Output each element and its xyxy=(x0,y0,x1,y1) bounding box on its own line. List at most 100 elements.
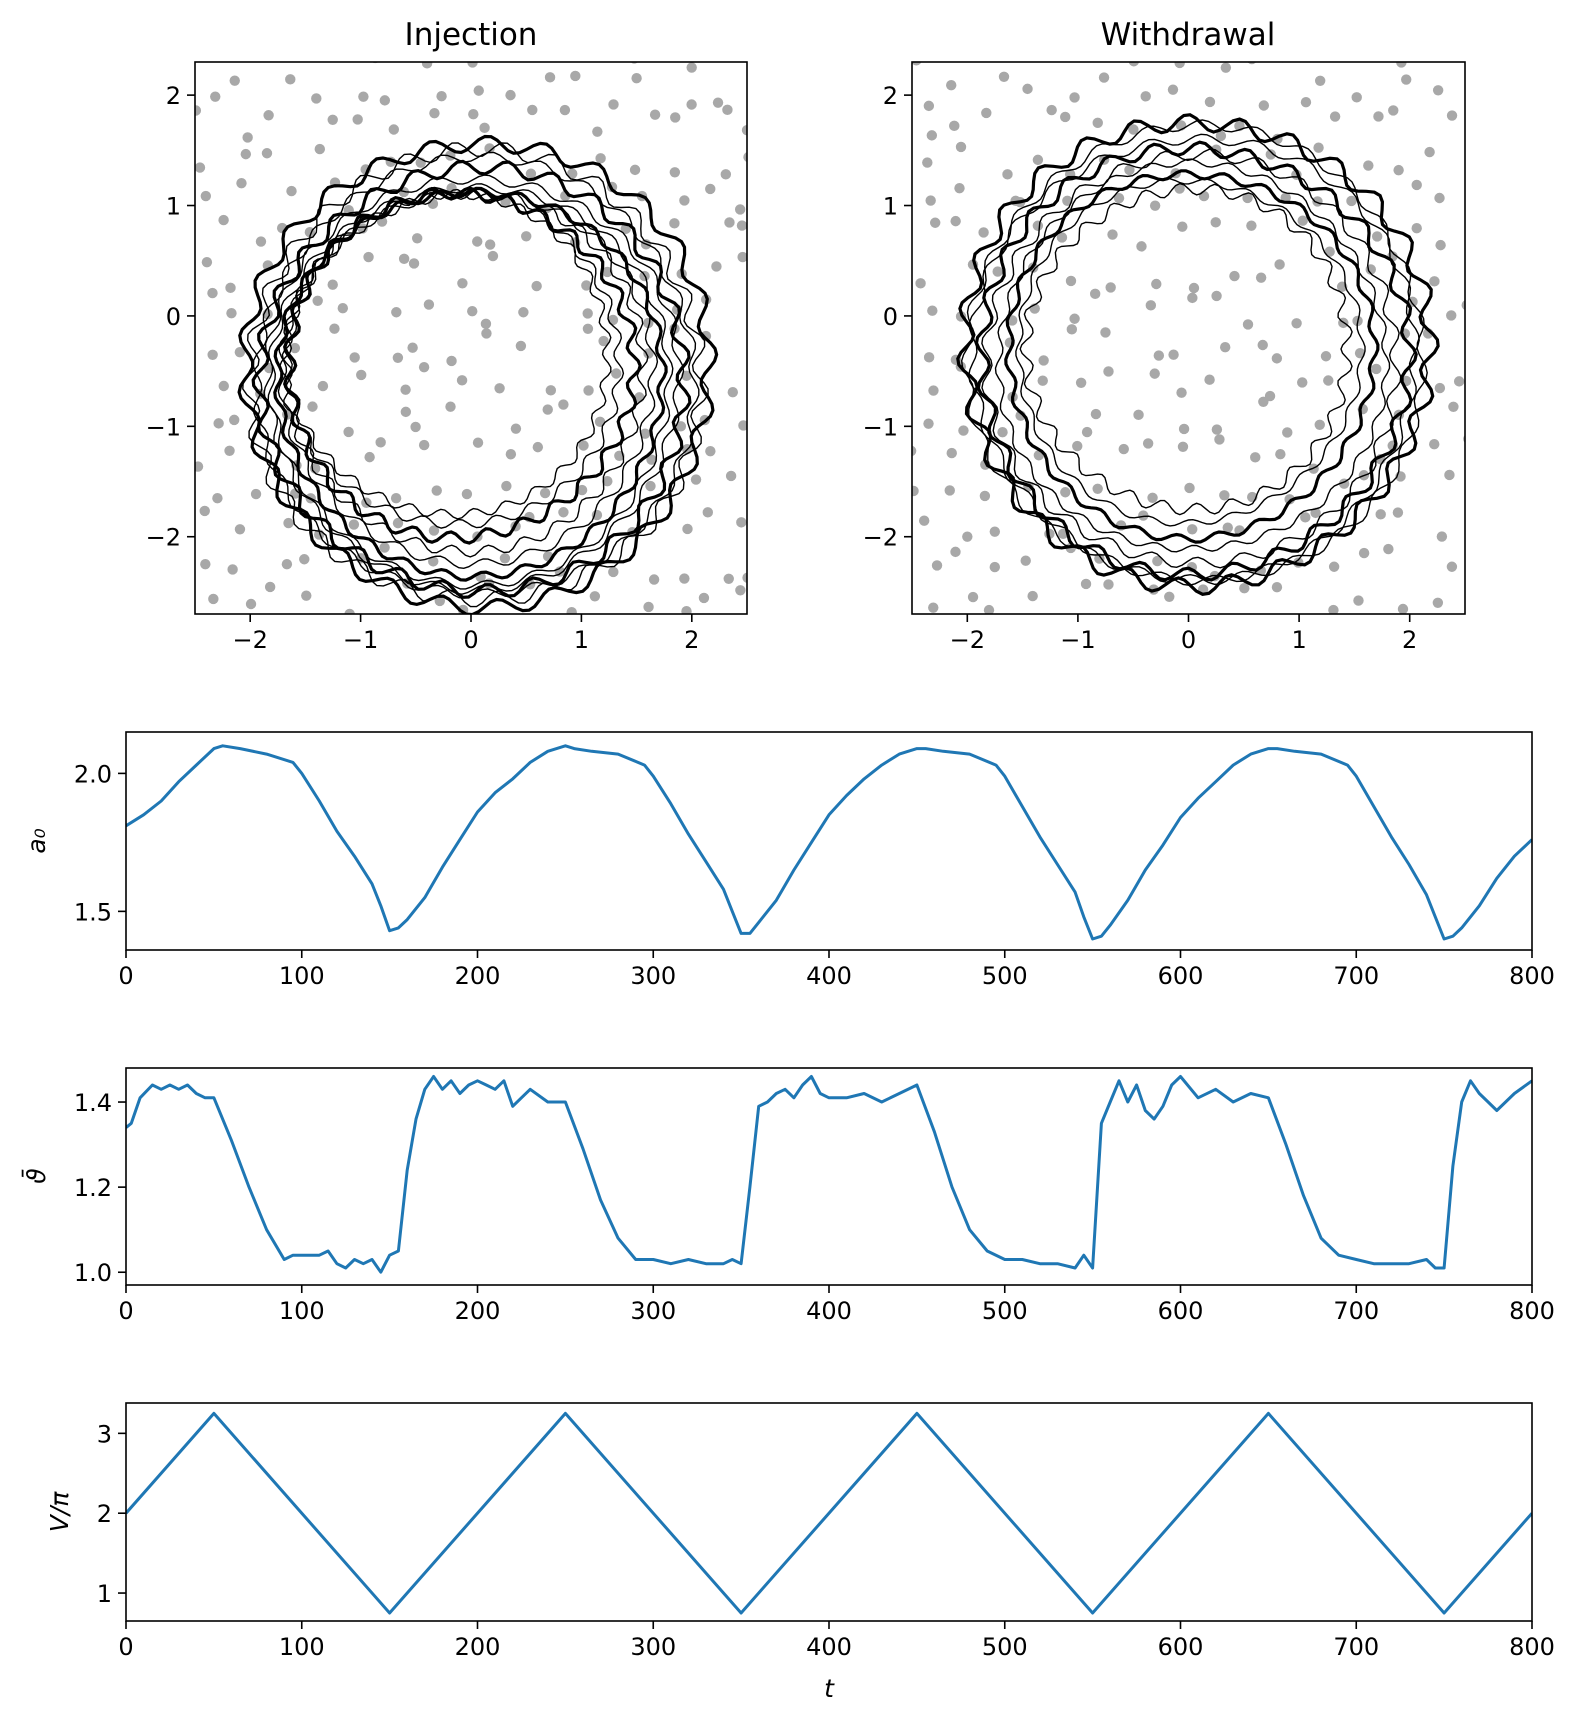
obstacle-dot xyxy=(1365,39,1375,49)
obstacle-dot xyxy=(344,608,355,614)
obstacle-dot xyxy=(1103,579,1114,590)
obstacle-dot xyxy=(418,361,430,373)
obstacle-dot xyxy=(224,445,235,456)
obstacle-dot xyxy=(195,162,206,173)
obstacle-dot xyxy=(702,507,714,518)
obstacle-dot xyxy=(1388,105,1399,116)
obstacle-dot xyxy=(487,250,499,262)
obstacle-dot xyxy=(472,236,483,247)
obstacle-dot xyxy=(1354,347,1366,359)
obstacle-dot xyxy=(1446,310,1457,321)
obstacle-dot xyxy=(607,314,619,326)
obstacle-dot xyxy=(643,348,654,359)
obstacle-dot xyxy=(1320,351,1332,362)
obstacle-dot xyxy=(1271,582,1283,593)
obstacle-dot xyxy=(484,143,495,154)
obstacle-dot xyxy=(1477,398,1487,408)
panel-theta-xtick-label: 600 xyxy=(1158,1297,1204,1325)
obstacle-dot xyxy=(737,251,747,263)
obstacle-dot xyxy=(915,278,926,289)
obstacle-dot xyxy=(285,74,296,85)
obstacle-dot xyxy=(705,183,716,195)
obstacle-dot xyxy=(1328,604,1339,614)
obstacle-dot xyxy=(1242,319,1254,330)
obstacle-dot xyxy=(307,401,318,412)
obstacle-dot xyxy=(926,130,938,141)
obstacle-dot xyxy=(1090,408,1102,420)
panel-withdrawal-ytick-label: −1 xyxy=(863,413,898,441)
panel-a0-axes: 0 100 200 300 400 500 600 700 800 1.5 2.0 xyxy=(74,760,1555,990)
obstacle-dot xyxy=(1114,623,1124,633)
obstacle-dot xyxy=(1245,625,1255,635)
obstacle-dot xyxy=(1411,223,1422,234)
obstacle-dot xyxy=(737,625,747,635)
obstacle-dot xyxy=(639,428,651,439)
obstacle-dot xyxy=(1219,490,1230,501)
obstacle-dot xyxy=(218,380,229,392)
panel-injection-xtick-label: 1 xyxy=(574,626,589,654)
panel-theta-xtick-label: 100 xyxy=(279,1297,325,1325)
obstacle-dot xyxy=(281,558,293,570)
panel-a0-ylabel: a₀ xyxy=(22,828,51,853)
obstacle-dot xyxy=(1300,96,1312,108)
obstacle-dot xyxy=(434,595,446,607)
obstacle-dot xyxy=(255,236,267,247)
obstacle-dot xyxy=(1092,117,1103,129)
obstacle-dot xyxy=(1331,44,1341,54)
obstacle-dot xyxy=(1002,169,1013,180)
obstacle-dot xyxy=(1242,192,1253,204)
obstacle-dot xyxy=(1397,603,1409,614)
panel-theta-xtick-label: 700 xyxy=(1333,1297,1379,1325)
obstacle-dot xyxy=(410,421,421,433)
panel-volume-xlabel: t xyxy=(824,1674,835,1703)
panel-withdrawal-axes: −2 −1 0 1 2 −2 −1 0 1 2 xyxy=(863,82,1418,654)
obstacle-dot xyxy=(958,425,969,436)
obstacle-dot xyxy=(758,458,768,468)
obstacle-dot xyxy=(1128,124,1139,135)
obstacle-dot xyxy=(423,299,435,310)
obstacle-dot xyxy=(1297,377,1308,388)
panel-theta: 0 100 200 300 400 500 600 700 800 1.0 1.2 1.4 ϑ̄ xyxy=(21,1067,1555,1325)
obstacle-dot xyxy=(236,177,247,189)
fluid-interface-ring xyxy=(974,140,1418,582)
obstacle-dot xyxy=(242,132,253,143)
panel-a0-xtick-label: 200 xyxy=(455,962,501,990)
obstacle-dot xyxy=(1429,276,1440,287)
panel-theta-xtick-label: 200 xyxy=(455,1297,501,1325)
obstacle-dot xyxy=(1448,401,1459,413)
obstacle-dot xyxy=(631,72,642,84)
obstacle-dot xyxy=(1071,33,1081,43)
obstacle-dot xyxy=(967,591,979,603)
obstacle-dot xyxy=(1258,100,1270,111)
panel-theta-xtick-label: 500 xyxy=(982,1297,1028,1325)
obstacle-dot xyxy=(682,523,693,535)
obstacle-dot xyxy=(592,126,603,137)
obstacle-dot xyxy=(208,593,219,605)
obstacle-dot xyxy=(891,388,901,398)
obstacle-dot xyxy=(1145,300,1157,311)
obstacle-dot xyxy=(212,493,223,504)
obstacle-dot xyxy=(539,487,551,499)
obstacle-dot xyxy=(375,437,386,448)
obstacle-dot xyxy=(1280,192,1291,203)
obstacle-dot xyxy=(598,335,609,347)
obstacle-dot xyxy=(558,399,569,410)
obstacle-dot xyxy=(1453,376,1465,387)
obstacle-dot xyxy=(1128,62,1139,67)
obstacle-dot xyxy=(1133,409,1144,421)
obstacle-dot xyxy=(994,32,1004,42)
obstacle-dot xyxy=(944,485,955,496)
obstacle-dot xyxy=(1188,282,1200,294)
panel-injection-xtick-label: 2 xyxy=(684,626,699,654)
panel-theta-series-line xyxy=(126,1075,1532,1274)
obstacle-dot xyxy=(261,148,273,159)
obstacle-dot xyxy=(1136,241,1147,252)
obstacle-dot xyxy=(218,214,229,226)
obstacle-dot xyxy=(1446,110,1458,121)
obstacle-dot xyxy=(1300,512,1311,523)
obstacle-dot xyxy=(898,584,908,594)
obstacle-dot xyxy=(1457,45,1467,55)
obstacle-dot xyxy=(515,340,527,352)
panel-volume-xtick-label: 0 xyxy=(118,1633,133,1661)
obstacle-dot xyxy=(1375,509,1386,520)
